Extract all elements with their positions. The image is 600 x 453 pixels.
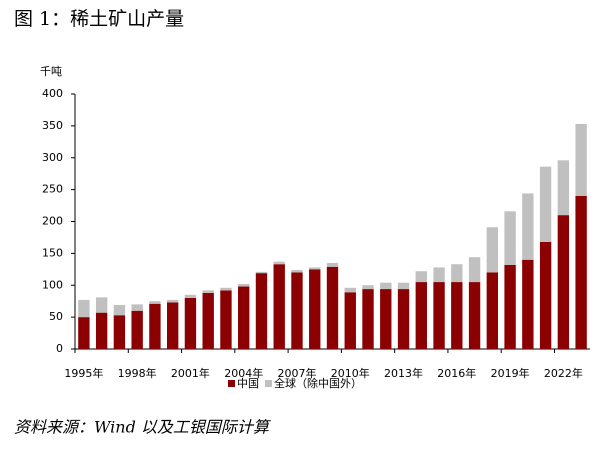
bar	[504, 211, 516, 265]
bar	[522, 193, 534, 260]
x-tick-label: 2013年	[384, 366, 423, 380]
legend-swatch	[228, 380, 235, 387]
bar	[149, 301, 161, 304]
bar	[291, 269, 303, 273]
bar	[131, 304, 143, 311]
bar	[78, 317, 90, 349]
x-tick-label: 2001年	[171, 366, 210, 380]
bar	[309, 269, 321, 349]
bar	[380, 289, 392, 349]
bar	[220, 290, 232, 349]
bar	[433, 267, 445, 283]
bar	[131, 310, 143, 349]
x-tick-label: 1995年	[64, 366, 103, 380]
bar	[238, 283, 250, 287]
bar	[451, 282, 463, 349]
bar	[95, 312, 108, 349]
bar	[397, 289, 410, 349]
bar	[415, 282, 427, 349]
legend-label: 全球（除中国外）	[274, 376, 362, 390]
bar	[433, 282, 445, 349]
bar	[202, 292, 214, 349]
y-tick-label: 300	[42, 151, 63, 164]
bar	[326, 266, 339, 349]
bar	[557, 160, 570, 216]
legend-swatch	[265, 380, 272, 387]
x-tick-label: 2004年	[224, 366, 263, 380]
bar	[326, 262, 339, 267]
bar	[486, 227, 499, 273]
bar	[397, 282, 410, 290]
bar	[113, 305, 126, 316]
y-tick-label: 0	[56, 342, 63, 355]
bar	[486, 272, 499, 349]
bar	[362, 285, 374, 290]
bar	[468, 282, 481, 349]
chart-title: 图 1：稀土矿山产量	[14, 8, 184, 30]
x-tick-label: 2019年	[491, 366, 530, 380]
x-tick-label: 2007年	[277, 366, 316, 380]
bar	[273, 261, 285, 265]
bar	[344, 287, 356, 293]
bar	[220, 287, 232, 291]
x-tick-label: 2016年	[437, 366, 476, 380]
bar	[166, 299, 179, 303]
bar	[557, 215, 570, 349]
bar	[78, 299, 90, 318]
bar	[451, 264, 463, 283]
bar	[309, 267, 321, 270]
bar	[273, 264, 285, 349]
y-unit: 千吨	[40, 65, 62, 78]
x-tick-label: 2022年	[544, 366, 583, 380]
bar	[380, 282, 392, 290]
y-tick-label: 250	[42, 183, 63, 196]
bar	[184, 298, 197, 349]
bar	[575, 123, 587, 196]
y-tick-label: 400	[42, 87, 63, 100]
y-tick-label: 200	[42, 215, 63, 228]
bar	[238, 286, 250, 349]
bar	[415, 271, 427, 283]
bar	[522, 259, 534, 349]
bar	[468, 257, 481, 283]
bar	[113, 315, 126, 349]
source: 资料来源：Wind 以及工银国际计算	[14, 418, 272, 437]
bar	[255, 273, 268, 349]
bar	[291, 272, 303, 349]
bar	[166, 302, 179, 349]
bar	[362, 289, 374, 349]
y-tick-label: 350	[42, 119, 63, 132]
bar	[255, 271, 268, 274]
bar	[539, 241, 552, 349]
legend-label: 中国	[237, 377, 259, 390]
bar	[539, 166, 552, 242]
y-tick-label: 100	[42, 278, 63, 291]
y-tick-label: 50	[49, 310, 63, 323]
bar	[504, 264, 516, 349]
bar	[149, 303, 161, 349]
bar	[202, 290, 214, 293]
x-tick-label: 1998年	[118, 366, 157, 380]
x-tick-label: 2010年	[331, 366, 370, 380]
bar	[575, 196, 587, 349]
bar	[184, 294, 197, 298]
bar	[344, 292, 356, 349]
y-tick-label: 150	[42, 246, 63, 259]
bar	[95, 297, 108, 313]
